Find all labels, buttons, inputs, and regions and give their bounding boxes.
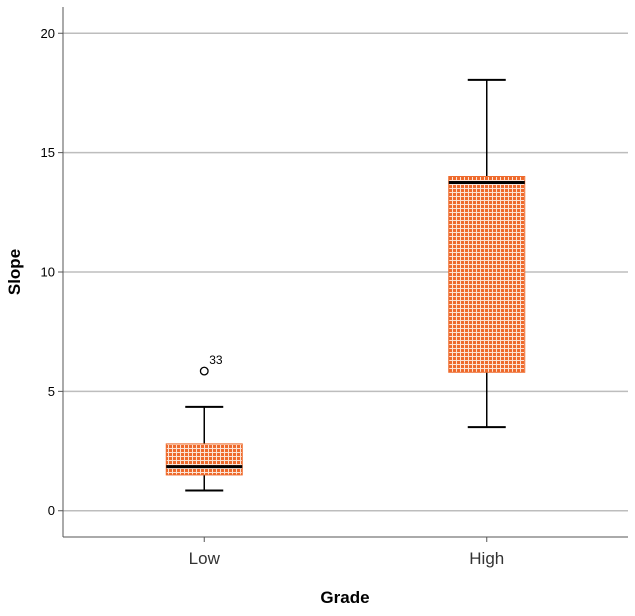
y-tick-label: 0 (48, 503, 55, 518)
box-high (448, 78, 526, 429)
iqr-box (165, 443, 243, 476)
box-low: 33 (165, 353, 243, 492)
outlier-point (199, 366, 209, 376)
x-tick-label: Low (189, 549, 221, 568)
outlier-label: 33 (209, 353, 223, 367)
y-tick-label: 10 (41, 265, 55, 280)
x-tick-label: High (469, 549, 504, 568)
y-axis-label: Slope (5, 249, 24, 295)
y-tick-label: 5 (48, 384, 55, 399)
y-tick-label: 15 (41, 145, 55, 160)
iqr-box (448, 176, 526, 373)
y-tick-label: 20 (41, 26, 55, 41)
x-axis-label: Grade (320, 588, 369, 607)
